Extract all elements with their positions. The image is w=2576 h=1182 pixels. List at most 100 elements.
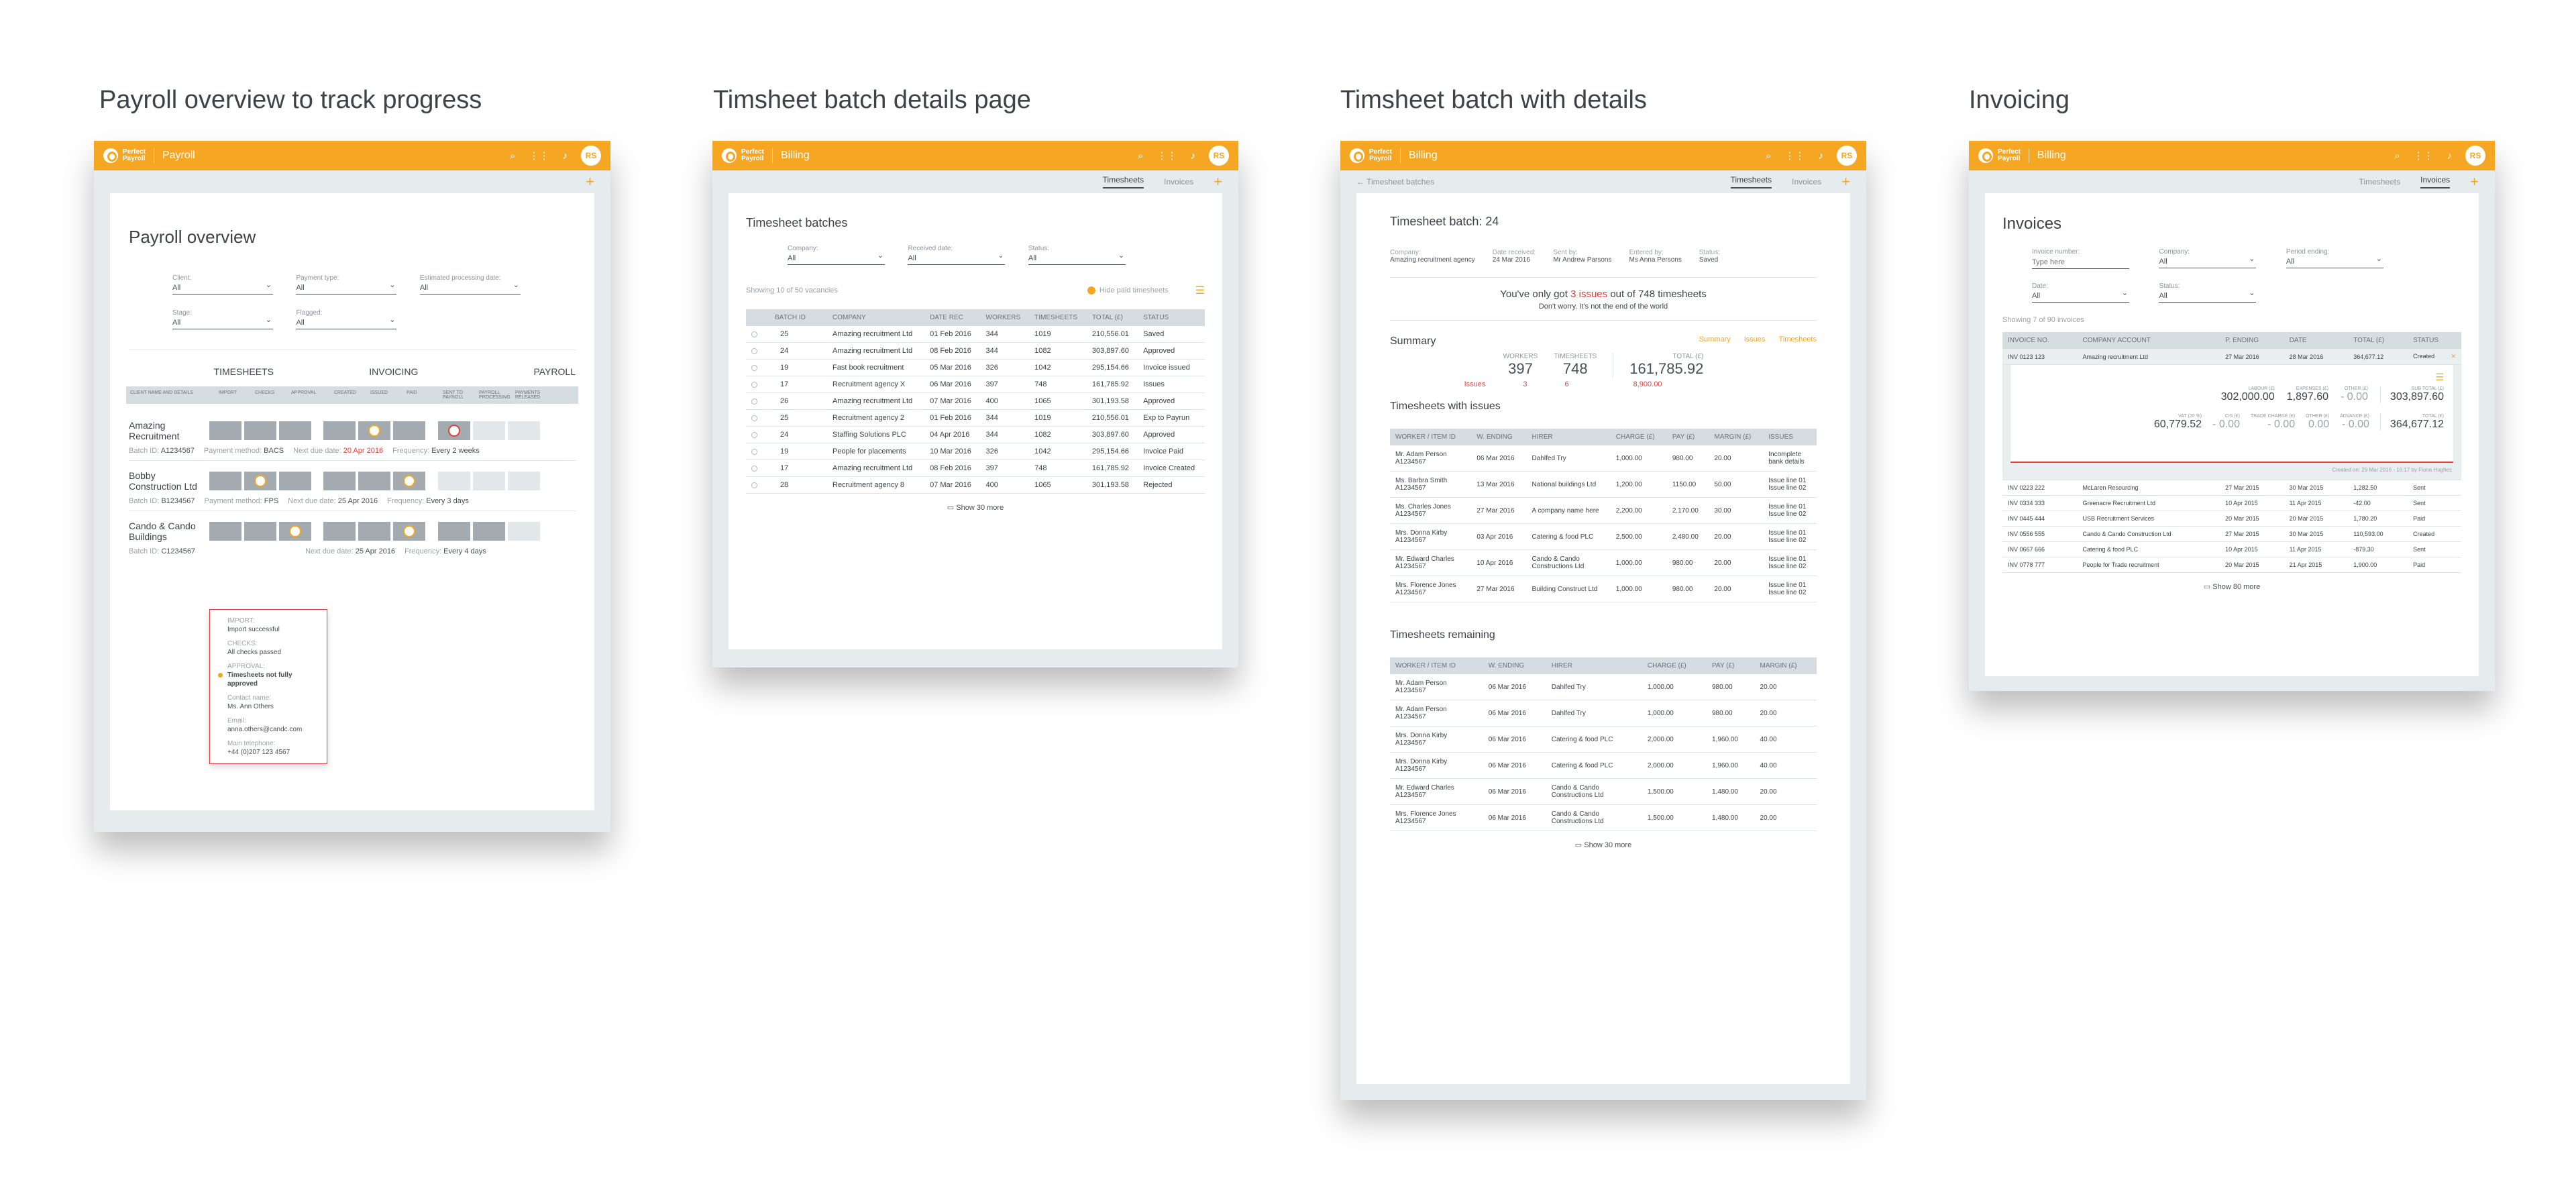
payment-type-select[interactable]: All xyxy=(296,280,397,294)
table-row[interactable]: 24 Amazing recruitment Ltd 08 Feb 2016 344 1… xyxy=(746,342,1205,360)
plus-icon[interactable]: + xyxy=(2470,173,2479,190)
row-checkbox[interactable] xyxy=(751,347,757,354)
table-row[interactable]: 19 People for placements 10 Mar 2016 326 104… xyxy=(746,443,1205,460)
table-row[interactable]: 17 Recruitment agency X 06 Mar 2016 397 748 1… xyxy=(746,376,1205,393)
invoice-number-input[interactable] xyxy=(2032,256,2129,269)
column-header[interactable]: BATCH ID xyxy=(769,309,827,326)
tab-timesheets[interactable]: Timesheets xyxy=(1102,175,1144,189)
table-row-expanded[interactable]: INV 0123 123 Amazing recruitment Ltd 27 … xyxy=(2002,349,2461,365)
status-checks[interactable] xyxy=(244,421,276,440)
row-checkbox[interactable] xyxy=(751,465,757,472)
status-approval[interactable] xyxy=(279,522,311,541)
table-row[interactable]: 25 Recruitment agency 2 01 Feb 2016 344 1019… xyxy=(746,409,1205,427)
table-row[interactable]: Mrs. Florence Jones A1234567 06 Mar 2016 Ca… xyxy=(1390,804,1817,831)
flagged-select[interactable]: All xyxy=(296,315,397,329)
email-link[interactable]: anna.others@candc.com xyxy=(227,726,303,733)
received-date-select[interactable]: All xyxy=(908,251,1006,265)
column-header[interactable]: CHARGE (£) xyxy=(1610,429,1667,445)
column-header[interactable]: W. ENDING xyxy=(1483,657,1546,674)
column-header[interactable]: CHARGE (£) xyxy=(1642,657,1707,674)
column-header[interactable]: HIRER xyxy=(1526,429,1611,445)
column-header[interactable]: WORKER / ITEM ID xyxy=(1390,657,1483,674)
show-more-button[interactable]: ▭ Show 30 more xyxy=(746,503,1205,512)
status-paid[interactable] xyxy=(393,522,426,541)
search-icon[interactable]: ⌕ xyxy=(1138,150,1144,162)
status-issued[interactable] xyxy=(358,522,391,541)
column-header[interactable]: PAY (£) xyxy=(1707,657,1755,674)
period-ending-select[interactable]: All xyxy=(2286,254,2383,268)
status-created[interactable] xyxy=(323,421,356,440)
show-more-button[interactable]: ▭ Show 30 more xyxy=(1390,841,1817,849)
row-checkbox[interactable] xyxy=(751,381,757,388)
apps-grid-icon[interactable]: ⋮⋮ xyxy=(2413,150,2434,162)
table-row[interactable]: INV 0223 222 McLaren Resourcing 27 Mar 201… xyxy=(2002,480,2461,496)
table-row[interactable]: Mr. Edward Charles A1234567 06 Mar 2016 Can… xyxy=(1390,778,1817,805)
column-header[interactable]: COMPANY xyxy=(827,309,925,326)
summary-link[interactable]: Summary xyxy=(1699,335,1731,343)
status-checks[interactable] xyxy=(244,522,276,541)
column-header[interactable]: HIRER xyxy=(1546,657,1642,674)
bell-icon[interactable]: ♪ xyxy=(562,150,568,162)
column-header[interactable]: PAY (£) xyxy=(1666,429,1709,445)
column-header[interactable]: COMPANY ACCOUNT xyxy=(2077,332,2220,349)
client-row[interactable]: Cando & Cando Buildings Batch ID: C12345… xyxy=(129,521,576,561)
status-import[interactable] xyxy=(209,421,241,440)
avatar[interactable]: RS xyxy=(2465,146,2485,166)
toggle-icon[interactable] xyxy=(1087,286,1095,294)
search-icon[interactable]: ⌕ xyxy=(510,150,516,162)
bell-icon[interactable]: ♪ xyxy=(1190,150,1196,162)
table-row[interactable]: Mr. Adam Person A1234567 06 Mar 2016 Dahlfe… xyxy=(1390,700,1817,727)
table-row[interactable]: INV 0334 333 Greenacre Recruitment Ltd 10 … xyxy=(2002,495,2461,511)
table-row[interactable]: Mr. Adam Person A1234567 06 Mar 2016 Dahlfe… xyxy=(1390,674,1817,700)
status-released[interactable] xyxy=(507,472,540,490)
table-row[interactable]: Ms. Charles Jones A1234567 27 Mar 2016 A co… xyxy=(1390,497,1817,524)
apps-grid-icon[interactable]: ⋮⋮ xyxy=(1784,150,1805,162)
issues-link[interactable]: Issues xyxy=(1743,335,1766,343)
company-select[interactable]: All xyxy=(2159,254,2257,268)
status-sent-payroll[interactable] xyxy=(437,522,470,541)
table-row[interactable]: INV 0667 666 Catering & food PLC 10 Apr 20… xyxy=(2002,541,2461,557)
status-paid[interactable] xyxy=(393,472,426,490)
column-header[interactable]: MARGIN (£) xyxy=(1709,429,1764,445)
logo[interactable]: Perfect Payroll xyxy=(1978,148,2021,163)
back-link[interactable]: ← Timesheet batches xyxy=(1356,177,1434,186)
processing-date-select[interactable]: All xyxy=(419,280,521,294)
client-select[interactable]: All xyxy=(172,280,273,294)
avatar[interactable]: RS xyxy=(1837,146,1857,166)
status-released[interactable] xyxy=(507,522,540,541)
table-row[interactable]: Mrs. Donna Kirby A1234567 06 Mar 2016 Cater… xyxy=(1390,726,1817,753)
alert-issues-count[interactable]: 3 issues xyxy=(1570,288,1608,300)
table-row[interactable]: 26 Amazing recruitment Ltd 07 Mar 2016 400 1… xyxy=(746,392,1205,410)
column-header[interactable]: ISSUES xyxy=(1763,429,1817,445)
table-row[interactable]: 19 Fast book recruitment 05 Mar 2016 326 104… xyxy=(746,359,1205,376)
search-icon[interactable]: ⌕ xyxy=(1766,150,1772,162)
logo[interactable]: Perfect Payroll xyxy=(722,148,764,163)
column-header[interactable]: TOTAL (£) xyxy=(1086,309,1138,326)
column-header[interactable]: MARGIN (£) xyxy=(1754,657,1817,674)
status-checks[interactable] xyxy=(244,472,276,490)
status-approval[interactable] xyxy=(279,472,311,490)
show-more-button[interactable]: ▭ Show 80 more xyxy=(2002,582,2461,591)
hide-paid-toggle[interactable]: Hide paid timesheets xyxy=(1099,286,1169,294)
status-import[interactable] xyxy=(209,472,241,490)
avatar[interactable]: RS xyxy=(1209,146,1229,166)
table-row[interactable]: INV 0556 555 Cando & Cando Construction L… xyxy=(2002,526,2461,542)
status-approval[interactable] xyxy=(279,421,311,440)
avatar[interactable]: RS xyxy=(581,146,601,166)
table-row[interactable]: Mrs. Donna Kirby A1234567 06 Mar 2016 Cater… xyxy=(1390,752,1817,779)
column-header[interactable]: INVOICE NO. xyxy=(2002,332,2078,349)
status-processing[interactable] xyxy=(472,472,505,490)
table-row[interactable]: 25 Amazing recruitment Ltd 01 Feb 2016 344 1… xyxy=(746,326,1205,343)
status-select[interactable]: All xyxy=(1028,251,1126,265)
search-icon[interactable]: ⌕ xyxy=(2394,150,2400,162)
row-checkbox[interactable] xyxy=(751,398,757,405)
status-import[interactable] xyxy=(209,522,241,541)
status-paid[interactable] xyxy=(393,421,426,440)
menu-icon[interactable]: ☰ xyxy=(2435,372,2444,382)
timesheets-link[interactable]: Timesheets xyxy=(1778,335,1817,343)
status-sent-payroll[interactable] xyxy=(437,421,470,440)
column-header[interactable]: WORKER / ITEM ID xyxy=(1390,429,1472,445)
tab-invoices[interactable]: Invoices xyxy=(2420,175,2451,189)
close-icon[interactable]: ✕ xyxy=(2451,353,2456,360)
status-processing[interactable] xyxy=(472,522,505,541)
